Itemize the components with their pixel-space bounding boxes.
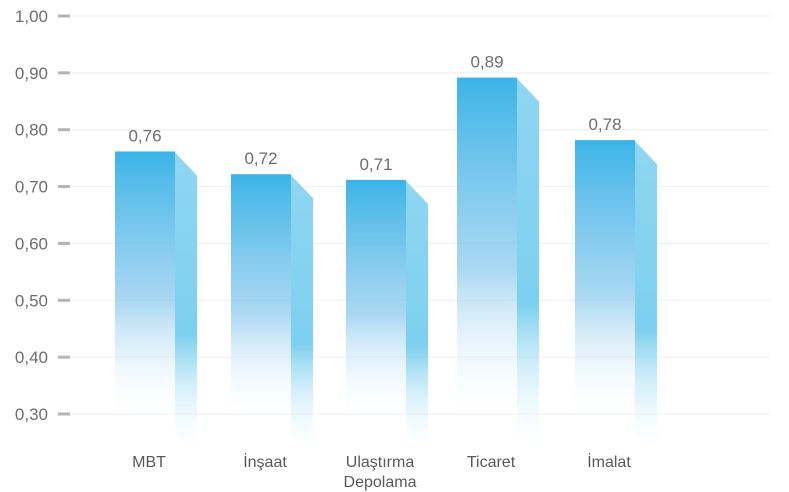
bar-top-edge [346, 179, 406, 183]
bar-front [346, 180, 406, 422]
y-tick-label: 1,00 [15, 7, 48, 26]
y-tick-label: 0,40 [15, 348, 48, 367]
y-tick-label: 0,70 [15, 178, 48, 197]
bar-side [517, 78, 539, 458]
bar-front [575, 141, 635, 423]
bar-top-edge [231, 174, 291, 178]
bar-front [457, 78, 517, 423]
bar-top-edge [457, 77, 517, 81]
bar-front [231, 175, 291, 422]
bars [115, 77, 657, 458]
y-tick-label: 0,80 [15, 121, 48, 140]
bar-side [406, 180, 428, 457]
x-tick-label: İnşaat [243, 452, 287, 471]
data-label: 0,76 [128, 126, 161, 145]
data-label: 0,89 [470, 53, 503, 72]
bar-top-edge [115, 151, 175, 155]
y-tick-label: 0,60 [15, 234, 48, 253]
y-tick-label: 0,90 [15, 64, 48, 83]
x-tick-label: İmalat [587, 452, 631, 471]
data-label: 0,72 [244, 149, 277, 168]
y-tick-label: 0,30 [15, 405, 48, 424]
x-tick-label: MBT [132, 454, 166, 471]
x-tick-label: Ulaştırma Depolama [344, 454, 417, 491]
data-label: 0,78 [588, 115, 621, 134]
bar-side [635, 141, 657, 458]
x-tick-label: Ticaret [467, 454, 516, 471]
y-tick-label: 0,50 [15, 291, 48, 310]
bar-top-edge [575, 140, 635, 144]
bar-front [115, 152, 175, 422]
labels: 0,76 MBT 0,72 İnşaat 0,71 Ulaştırma Depolama 0,… [128, 53, 631, 491]
bar-side [175, 152, 197, 457]
y-axis: 1,00 0,90 0,80 0,70 0,60 0,50 0,40 0,30 [15, 7, 70, 424]
data-label: 0,71 [359, 155, 392, 174]
bar-side [291, 175, 313, 457]
